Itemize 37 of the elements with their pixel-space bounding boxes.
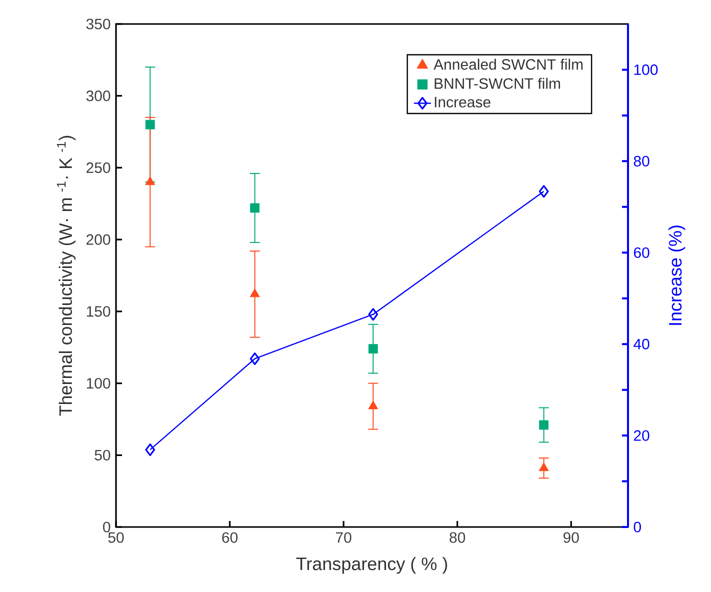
point [368,344,378,354]
x-tick-label: 60 [222,532,238,543]
point [368,308,378,321]
y2-tick-label: 80 [634,156,650,166]
point [250,352,260,366]
point [145,176,156,186]
legend-label: BNNT-SWCNT film [434,78,560,89]
point [250,203,260,213]
y2-tick-label: 20 [634,430,650,441]
y-tick-label: 150 [86,306,110,317]
point [539,420,549,430]
legend-label: Increase [434,96,490,108]
point [250,288,260,298]
y-tick-label: 250 [86,162,110,174]
y2-tick-label: 0 [634,522,641,532]
x-axis-title: Transparency ( % ) [296,557,448,574]
point [538,185,549,198]
point [145,443,156,456]
x-tick-label: 50 [108,532,124,543]
y-tick-label: 50 [94,450,110,460]
y-tick-label: 300 [86,90,110,102]
x-tick-label: 80 [450,532,466,543]
y-tick-label: 350 [86,18,110,30]
y-tick-label: 0 [103,522,110,532]
y2-tick-label: 40 [634,338,650,350]
y-tick-label: 200 [86,234,110,245]
legend-label: Annealed SWCNT film [434,58,583,70]
x-tick-label: 70 [336,532,352,543]
point [145,120,155,130]
point [538,462,549,472]
y-axis-title: Thermal conductivity (W· m $^{-1}$· K $^{-1}$) [56,136,76,416]
y2-axis-title: Increase (%) [668,226,686,325]
x-tick-label: 90 [563,532,579,543]
y2-tick-label: 100 [634,64,658,76]
point [368,400,378,410]
y2-tick-label: 60 [634,247,650,258]
y-tick-label: 100 [86,378,110,389]
